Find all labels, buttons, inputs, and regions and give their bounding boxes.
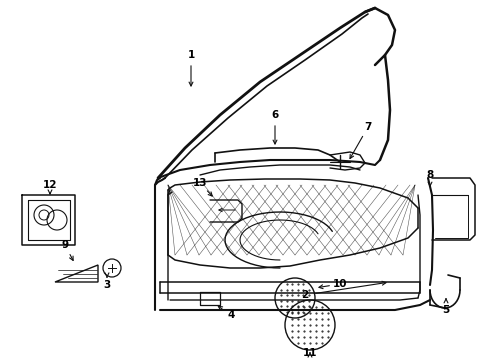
Text: 8: 8	[426, 170, 434, 180]
Text: 9: 9	[61, 240, 69, 250]
Text: 10: 10	[333, 279, 347, 289]
Text: 13: 13	[193, 178, 207, 188]
Text: 3: 3	[103, 280, 111, 290]
Text: 1: 1	[187, 50, 195, 60]
Text: 5: 5	[442, 305, 450, 315]
Text: 12: 12	[43, 180, 57, 190]
Text: 11: 11	[303, 348, 317, 358]
Text: 7: 7	[364, 122, 372, 132]
Text: 4: 4	[227, 310, 235, 320]
Text: 6: 6	[271, 110, 279, 120]
Text: 2: 2	[301, 290, 309, 300]
